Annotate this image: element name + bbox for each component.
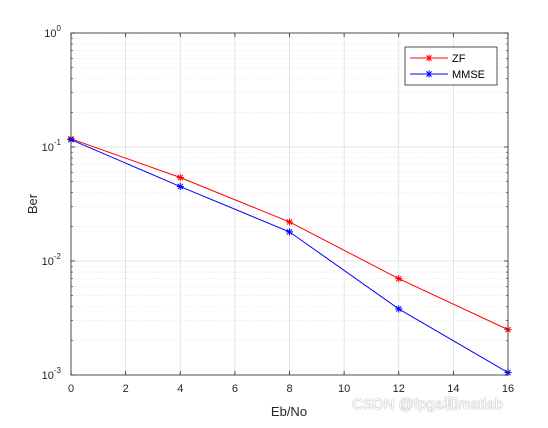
legend-label: ZF: [452, 53, 466, 65]
x-tick-label: 2: [123, 383, 129, 395]
y-tick-label: 10-3: [42, 366, 62, 382]
legend-entry-zf: ZF: [410, 53, 466, 65]
x-tick-label: 12: [393, 383, 405, 395]
y-tick-label: 100: [44, 24, 61, 40]
marker-stroke: [395, 305, 402, 312]
y-tick-base: 10: [44, 28, 56, 40]
x-tick-label: 0: [68, 383, 74, 395]
legend-label: MMSE: [452, 69, 485, 81]
data-point-zf: [395, 275, 403, 283]
y-tick-label: 10-2: [42, 252, 62, 268]
y-tick-exponent: -1: [54, 138, 62, 147]
data-point-zf: [176, 173, 184, 182]
marker-stroke: [286, 228, 293, 235]
series-layer: [67, 135, 512, 377]
x-tick-label: 6: [232, 383, 238, 395]
legend-marker: [425, 54, 433, 62]
y-tick-exponent: -3: [54, 366, 62, 375]
x-tick-label: 4: [177, 383, 183, 395]
data-point-zf: [285, 218, 294, 226]
y-tick-base: 10: [42, 142, 54, 154]
marker-stroke: [177, 174, 184, 181]
marker-stroke: [395, 275, 402, 282]
data-point-mmse: [176, 182, 184, 191]
watermark: CSDN @fpga和matlab: [352, 396, 504, 413]
legend-marker: [425, 70, 433, 78]
y-tick-exponent: 0: [57, 24, 62, 33]
legend-entry-mmse: MMSE: [410, 69, 485, 81]
data-point-mmse: [395, 305, 403, 313]
x-tick-label: 8: [286, 383, 292, 395]
marker-stroke: [177, 183, 184, 190]
x-tick-label: 10: [338, 383, 350, 395]
marker-stroke: [426, 71, 432, 77]
marker-stroke: [426, 55, 432, 61]
y-tick-base: 10: [42, 256, 54, 268]
data-point-mmse: [285, 228, 294, 236]
legend-box: [404, 46, 498, 86]
y-tick-label: 10-1: [42, 138, 62, 154]
x-tick-label: 16: [502, 383, 514, 395]
x-axis-label: Eb/No: [271, 404, 307, 419]
marker-stroke: [286, 219, 293, 225]
y-tick-exponent: -2: [54, 252, 62, 261]
legend: ZF MMSE: [404, 46, 498, 86]
y-tick-base: 10: [42, 370, 54, 382]
ticks: [70, 32, 509, 376]
y-axis-label: Ber: [25, 193, 40, 214]
x-tick-label: 14: [447, 383, 459, 395]
